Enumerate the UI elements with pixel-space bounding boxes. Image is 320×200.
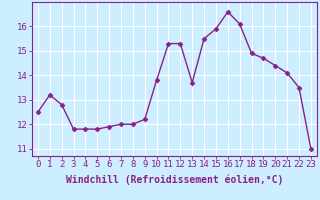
X-axis label: Windchill (Refroidissement éolien,°C): Windchill (Refroidissement éolien,°C): [66, 175, 283, 185]
